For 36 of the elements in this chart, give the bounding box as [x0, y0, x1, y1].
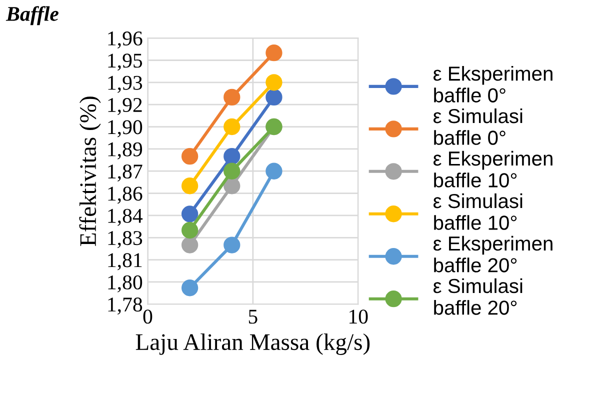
point	[224, 236, 240, 254]
point	[266, 74, 282, 91]
point	[224, 88, 240, 106]
point	[224, 118, 240, 136]
y-tick-label: 1,96	[108, 32, 142, 48]
y-tick-label: 1,78	[108, 298, 142, 315]
point	[181, 148, 198, 165]
point	[266, 44, 282, 62]
point	[181, 222, 198, 239]
y-tick-label: 1,80	[108, 275, 142, 292]
point	[181, 236, 198, 254]
point	[266, 88, 282, 106]
point	[181, 206, 198, 222]
y-tick-label: 1,84	[108, 208, 143, 226]
x-tick-label: 5	[248, 310, 258, 324]
point	[266, 162, 282, 180]
y-tick-label: 1,86	[108, 186, 142, 204]
y-tick-label: 1,92	[108, 98, 142, 116]
point	[181, 280, 198, 296]
x-tick-label: 0	[143, 310, 152, 324]
legend-label: ε Simulasi baffle 20°	[433, 278, 522, 315]
y-tick-label: 1,83	[108, 231, 142, 248]
point	[224, 162, 240, 180]
y-tick-label: 1,81	[108, 253, 142, 270]
y-tick-label: 1,95	[108, 54, 142, 71]
x-axis-title: Laju Aliran Massa (kg/s)	[136, 333, 370, 355]
y-tick-label: 1,87	[108, 164, 142, 182]
y-tick-label: 1,89	[108, 142, 142, 160]
point	[181, 178, 198, 194]
chart-title: Baffle	[6, 6, 58, 26]
point	[224, 178, 240, 194]
y-axis-title: Effektivitas (%)	[79, 96, 101, 246]
point	[224, 148, 240, 165]
y-tick-label: 1,93	[108, 76, 142, 93]
y-tick-label: 1,90	[108, 120, 142, 138]
x-tick-label: 10	[350, 310, 368, 324]
